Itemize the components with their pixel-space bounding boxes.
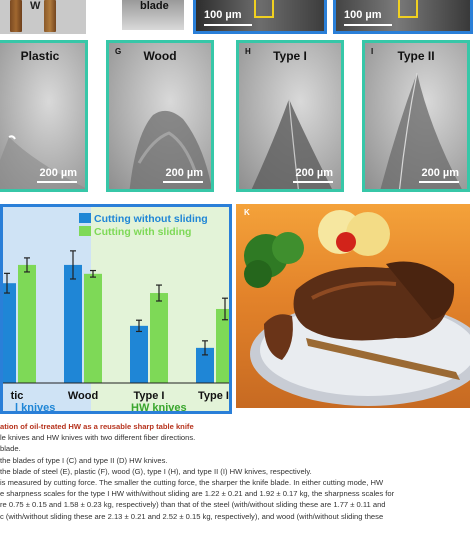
blade-edge-image xyxy=(380,72,462,189)
sem-image-top: 100 µm xyxy=(193,0,327,34)
scale-bar xyxy=(163,181,203,183)
scale-label: 200 µm xyxy=(165,167,203,179)
scale-label: 200 µm xyxy=(421,167,459,179)
panel-letter: G xyxy=(115,47,122,56)
steak-cutting-photo: K xyxy=(236,204,470,408)
panel-title: Type II xyxy=(397,49,435,63)
legend-label: Cutting without sliding xyxy=(94,213,208,225)
legend-swatch xyxy=(79,226,91,236)
sharpness-bar-chart: tic Wood Type I Type II l knives HW knives Cut… xyxy=(0,204,232,414)
blade-edge-image xyxy=(129,110,211,189)
figure-caption: ation of oil-treated HW as a reusable sh… xyxy=(0,421,476,522)
bar-type-ii-s0 xyxy=(196,347,214,383)
caption-line: blade. xyxy=(0,444,21,454)
scale-label: 200 µm xyxy=(295,167,333,179)
panel-title: Wood xyxy=(143,49,177,63)
bar-plastic-s0 xyxy=(3,283,16,383)
panel-letter: I xyxy=(371,47,374,56)
bar-type-ii-s1 xyxy=(216,308,229,383)
scale-bar xyxy=(419,181,459,183)
wood-sample-image xyxy=(44,0,56,32)
blade-diagram: blade xyxy=(122,0,184,30)
caption-line: is measured by cutting force. The smalle… xyxy=(0,478,384,488)
panel-title: Plastic xyxy=(20,49,60,63)
bar-type-i-s1 xyxy=(150,293,168,383)
caption-line: re 0.75 ± 0.15 and 1.58 ± 0.23 kg, respe… xyxy=(0,500,386,510)
sem-panel-type-1: H Type I 200 µm xyxy=(236,40,344,192)
bar-type-i-s0 xyxy=(130,325,148,383)
sem-panel-plastic: Plastic 200 µm xyxy=(0,40,88,192)
caption-line: the blades of type I (C) and type II (D)… xyxy=(0,455,168,465)
scale-bar xyxy=(293,181,333,183)
panel-letter: K xyxy=(244,208,250,217)
photo-illustration xyxy=(244,210,470,406)
caption-line: the blade of steel (E), plastic (F), woo… xyxy=(0,466,312,476)
caption-line: e sharpness scales for the type I HW wit… xyxy=(0,489,395,499)
legend-swatch xyxy=(79,213,91,223)
x-tick-label: Wood xyxy=(68,390,98,402)
bar-wood-s1 xyxy=(84,273,102,383)
blade-label: blade xyxy=(140,0,169,12)
scale-label: 100 µm xyxy=(204,9,242,21)
sem-panel-wood: G Wood 200 µm xyxy=(106,40,214,192)
scale-bar xyxy=(344,24,392,26)
scale-label: 100 µm xyxy=(344,9,382,21)
caption-line: c (with/without sliding these are 2.13 ±… xyxy=(0,511,384,521)
scale-label: 200 µm xyxy=(39,167,77,179)
bar-plastic-s1 xyxy=(18,264,36,383)
group-label-hw: HW knives xyxy=(131,402,187,411)
legend-label: Cutting with sliding xyxy=(94,226,191,238)
scale-bar xyxy=(37,181,77,183)
wood-sample-image xyxy=(10,0,22,32)
zoom-box-marker xyxy=(398,0,418,18)
chart-canvas: tic Wood Type I Type II l knives HW knives Cut… xyxy=(3,207,229,411)
scale-bar xyxy=(204,24,252,26)
group-label-plastic-wood: l knives xyxy=(15,402,55,411)
sample-photo-strip: W xyxy=(0,0,86,34)
x-tick-label: tic xyxy=(11,390,24,402)
panel-letter: H xyxy=(245,47,251,56)
bar-wood-s0 xyxy=(64,264,82,383)
panel-title: Type I xyxy=(273,49,307,63)
sample-letter: W xyxy=(30,0,41,12)
blade-edge-image xyxy=(0,135,85,189)
zoom-box-marker xyxy=(254,0,274,18)
blade-edge-image xyxy=(251,98,333,189)
sem-image-top: 100 µm xyxy=(333,0,473,34)
caption-title: ation of oil-treated HW as a reusable sh… xyxy=(0,422,194,431)
x-tick-label: Type II xyxy=(198,390,229,402)
caption-line: le knives and HW knives with two differe… xyxy=(0,433,196,443)
x-tick-label: Type I xyxy=(134,390,165,402)
sem-panel-type-2: I Type II 200 µm xyxy=(362,40,470,192)
